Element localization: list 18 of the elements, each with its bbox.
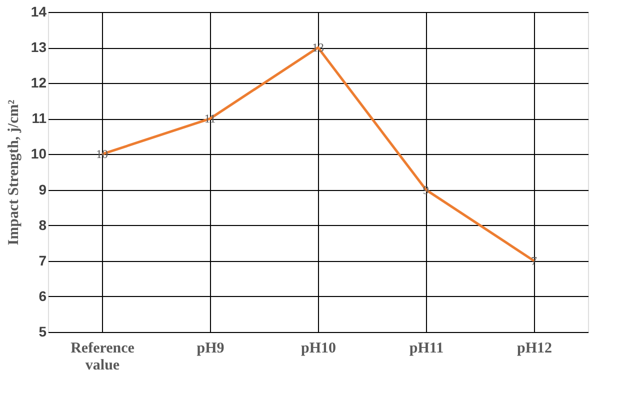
y-tick-label: 8 [38,216,47,233]
x-tick-label: pH11 [409,340,444,356]
y-tick-label: 10 [30,146,47,162]
x-tick-label: pH9 [196,340,224,356]
data-label: 11 [204,112,216,126]
x-tick-label: pH10 [300,340,336,356]
data-label: 9 [423,182,429,197]
y-tick-label: 9 [38,181,47,198]
y-tick-label: 6 [38,288,47,304]
y-tick-label: 14 [30,4,47,20]
y-tick-label: 12 [30,74,47,91]
y-tick-label: 5 [38,324,47,340]
y-tick-label: 11 [32,110,47,126]
y-tick-label: 7 [38,252,47,268]
x-tick-label: pH12 [516,340,552,356]
y-tick-label: 13 [30,39,47,56]
x-tick-label: Reference value [70,340,135,374]
y-axis-title: Impact Strength, j/cm² [6,99,22,246]
